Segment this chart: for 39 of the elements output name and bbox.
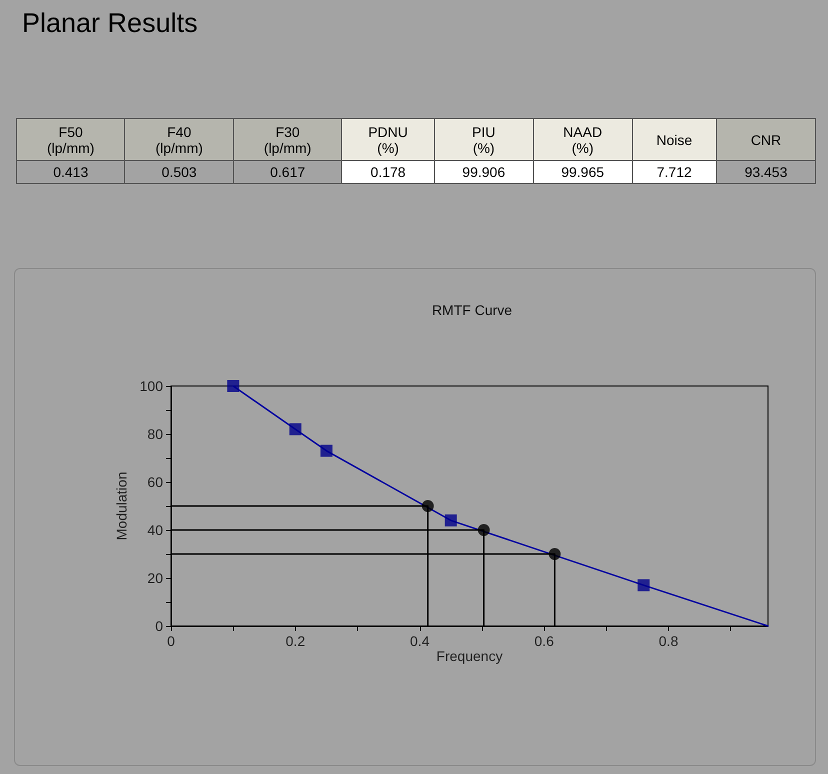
y-tick-label: 40 bbox=[147, 522, 164, 538]
category-label: CNR bbox=[716, 118, 816, 160]
category-label: Noise bbox=[632, 118, 716, 160]
x-axis-title: Frequency bbox=[436, 648, 503, 664]
category-label: NAAD (%) bbox=[533, 118, 632, 160]
category-label: F30 (lp/mm) bbox=[233, 118, 342, 160]
data-label: 0.503 bbox=[124, 160, 234, 184]
text: Planar Results bbox=[22, 8, 198, 39]
category-label: PDNU (%) bbox=[342, 118, 434, 160]
x-tick-label: 0.6 bbox=[534, 633, 554, 649]
category-label: F50 (lp/mm) bbox=[16, 118, 125, 160]
chart-title: RMTF Curve bbox=[432, 302, 512, 318]
data-label: 0.178 bbox=[342, 160, 434, 184]
data-label: 0.617 bbox=[233, 160, 342, 184]
y-axis-title: Modulation bbox=[114, 472, 130, 540]
x-tick-label: 0 bbox=[167, 633, 176, 649]
point bbox=[422, 500, 434, 512]
y-tick-label: 0 bbox=[155, 618, 164, 634]
point bbox=[548, 548, 561, 560]
point bbox=[638, 579, 650, 592]
data-label: 0.413 bbox=[16, 160, 125, 184]
data-label: 99.906 bbox=[434, 160, 534, 184]
y-tick-label: 20 bbox=[147, 570, 164, 586]
category-label: PIU (%) bbox=[434, 118, 534, 160]
y-tick-label: 60 bbox=[147, 474, 164, 490]
x-tick-label: 0.4 bbox=[410, 633, 430, 649]
y-tick-label: 100 bbox=[140, 378, 164, 394]
point bbox=[289, 423, 302, 436]
point bbox=[320, 444, 332, 457]
data-label: 7.712 bbox=[632, 160, 716, 184]
point bbox=[478, 524, 490, 536]
point bbox=[227, 380, 240, 392]
data-label: 93.453 bbox=[716, 160, 816, 184]
data-label: 99.965 bbox=[533, 160, 632, 184]
x-tick-label: 0.2 bbox=[286, 633, 306, 649]
x-tick-label: 0.8 bbox=[658, 633, 678, 649]
y-tick-label: 80 bbox=[147, 426, 164, 442]
category-label: F40 (lp/mm) bbox=[124, 118, 234, 160]
point bbox=[444, 514, 457, 526]
